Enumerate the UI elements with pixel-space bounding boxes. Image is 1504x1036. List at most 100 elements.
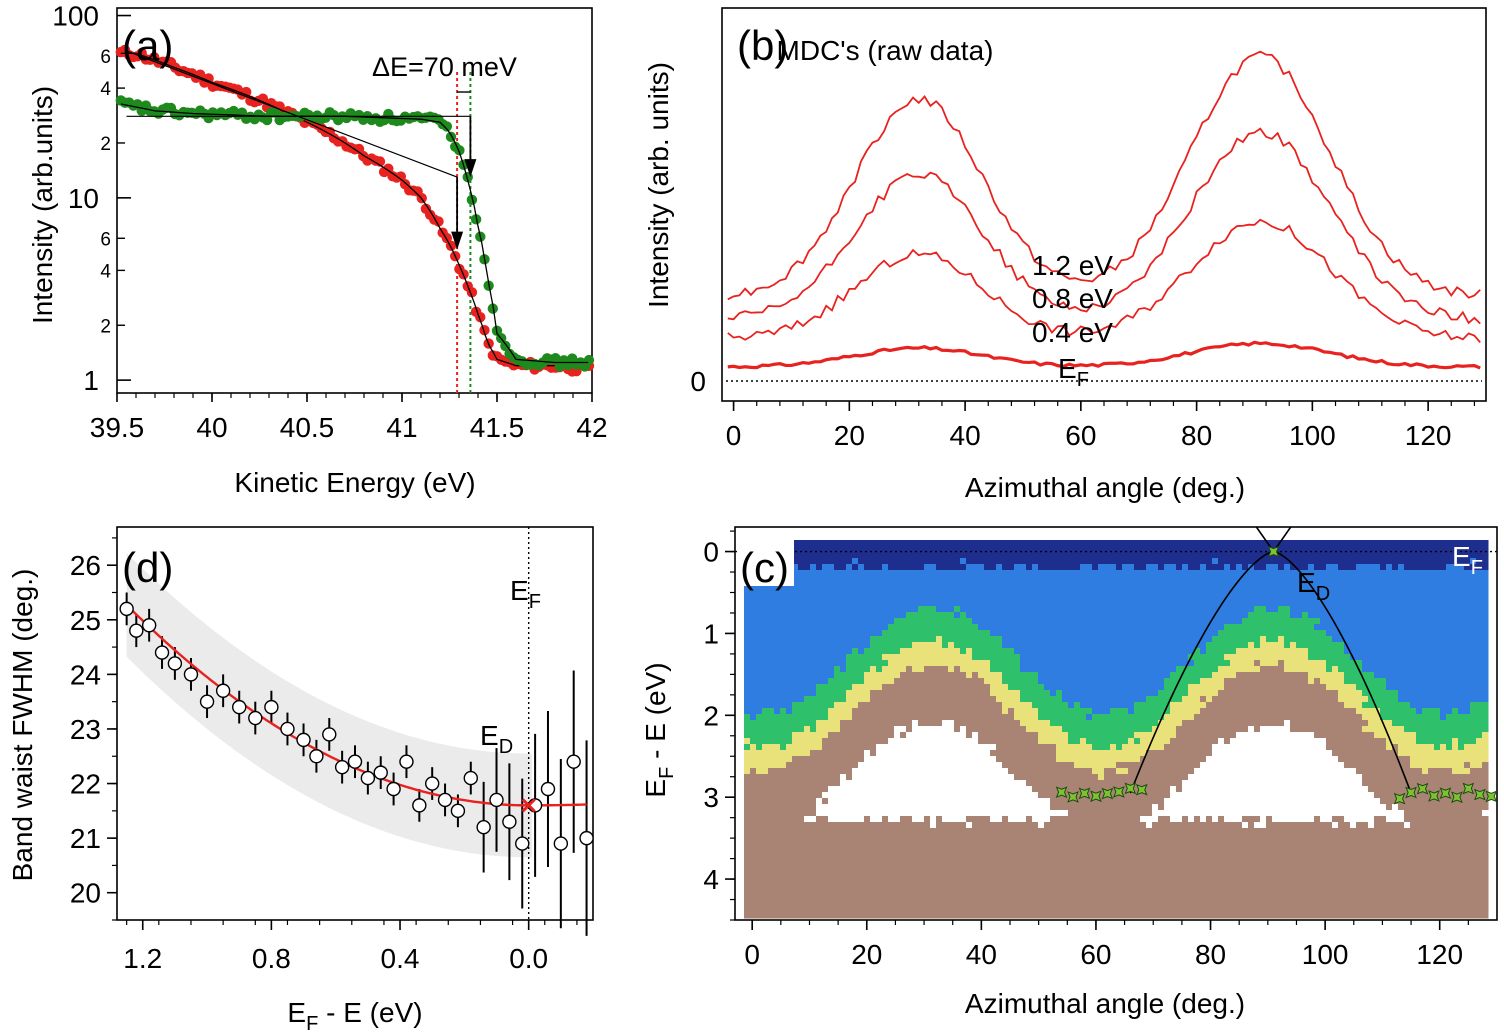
heat-cell <box>1428 660 1435 667</box>
heat-cell <box>1314 708 1321 715</box>
heat-cell <box>936 564 943 571</box>
heat-cell <box>972 654 979 661</box>
heat-cell <box>786 732 793 739</box>
heat-cell <box>1104 732 1111 739</box>
heat-cell <box>840 648 847 655</box>
heat-cell <box>1194 690 1201 697</box>
heat-cell <box>942 714 949 721</box>
heat-cell <box>948 684 955 691</box>
heat-cell <box>1014 618 1021 625</box>
heat-cell <box>840 540 847 547</box>
heat-cell <box>1158 732 1165 739</box>
heat-cell <box>744 672 751 679</box>
heat-cell <box>1224 708 1231 715</box>
heat-cell <box>1416 654 1423 661</box>
heat-cell <box>1152 702 1159 709</box>
heat-cell <box>1302 618 1309 625</box>
heat-cell <box>1314 666 1321 673</box>
heat-cell <box>750 732 757 739</box>
heat-cell <box>810 618 817 625</box>
heat-cell <box>1392 732 1399 739</box>
heat-cell <box>924 636 931 643</box>
heat-cell <box>906 744 913 751</box>
heat-cell <box>942 624 949 631</box>
heat-cell <box>1476 696 1483 703</box>
heat-cell <box>870 666 877 673</box>
heat-cell <box>972 636 979 643</box>
heat-cell <box>1344 618 1351 625</box>
heat-cell <box>1068 738 1075 745</box>
heat-cell <box>828 756 835 763</box>
heat-cell <box>1092 732 1099 739</box>
heat-cell <box>1398 726 1405 733</box>
heat-cell <box>1374 540 1381 547</box>
heat-cell <box>1146 540 1153 547</box>
heat-cell <box>1206 564 1213 571</box>
heat-cell <box>1230 708 1237 715</box>
heat-cell <box>828 594 835 601</box>
heat-cell <box>876 564 883 571</box>
heat-cell <box>1266 714 1273 721</box>
heat-cell <box>1194 684 1201 691</box>
heat-cell <box>1266 732 1273 739</box>
heat-cell <box>1056 624 1063 631</box>
heat-cell <box>1482 582 1489 589</box>
heat-cell <box>1284 588 1291 595</box>
heat-cell <box>882 708 889 715</box>
heat-cell <box>1308 678 1315 685</box>
heat-cell <box>1338 750 1345 757</box>
heat-cell <box>1260 558 1267 565</box>
heat-cell <box>1380 672 1387 679</box>
heat-cell <box>864 750 871 757</box>
heat-cell <box>984 732 991 739</box>
heat-cell <box>1038 702 1045 709</box>
heat-cell <box>1122 744 1129 751</box>
heat-cell <box>888 690 895 697</box>
heat-cell <box>804 582 811 589</box>
heat-cell <box>1104 546 1111 553</box>
heat-cell <box>834 612 841 619</box>
heat-cell <box>1092 624 1099 631</box>
heat-cell <box>1008 648 1015 655</box>
heat-cell <box>966 636 973 643</box>
heat-cell <box>1446 618 1453 625</box>
heat-cell <box>1362 642 1369 649</box>
heat-cell <box>870 642 877 649</box>
heat-cell <box>1470 702 1477 709</box>
heat-cell <box>954 672 961 679</box>
heat-cell <box>1086 600 1093 607</box>
heat-cell <box>816 750 823 757</box>
heat-cell <box>864 684 871 691</box>
heat-cell <box>798 600 805 607</box>
heat-cell <box>1008 564 1015 571</box>
heat-cell <box>1254 612 1261 619</box>
heat-cell <box>1020 648 1027 655</box>
heat-cell <box>972 660 979 667</box>
heat-cell <box>1230 588 1237 595</box>
heat-cell <box>756 702 763 709</box>
heat-cell <box>1272 576 1279 583</box>
heat-cell <box>1242 684 1249 691</box>
heat-cell <box>1236 738 1243 745</box>
heat-cell <box>1164 714 1171 721</box>
heat-cell <box>1188 708 1195 715</box>
heat-cell <box>888 678 895 685</box>
heat-cell <box>1434 666 1441 673</box>
heat-cell <box>1038 642 1045 649</box>
heat-cell <box>1278 702 1285 709</box>
heat-cell <box>1314 738 1321 745</box>
heat-cell <box>744 642 751 649</box>
heat-cell <box>1092 552 1099 559</box>
heat-cell <box>1170 606 1177 613</box>
heat-cell <box>774 666 781 673</box>
heat-cell <box>768 660 775 667</box>
heat-cell <box>1110 654 1117 661</box>
heat-cell <box>1380 696 1387 703</box>
heat-cell <box>1230 696 1237 703</box>
heat-cell <box>1032 600 1039 607</box>
heat-cell <box>906 570 913 577</box>
heat-cell <box>918 552 925 559</box>
heat-cell <box>882 546 889 553</box>
heat-cell <box>1386 618 1393 625</box>
heat-cell <box>828 618 835 625</box>
